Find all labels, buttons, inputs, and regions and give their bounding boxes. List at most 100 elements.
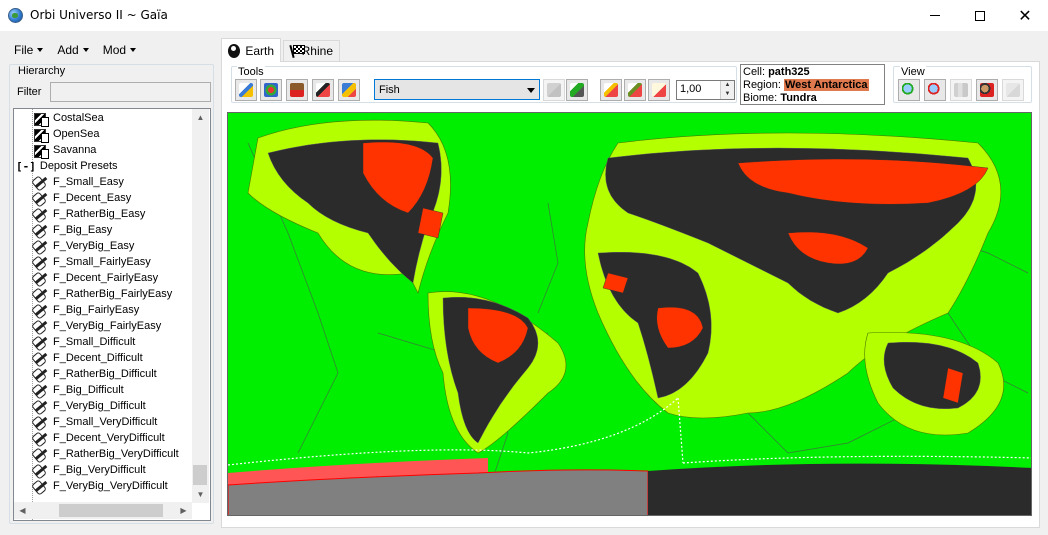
deposit-preset-icon (32, 287, 50, 302)
close-button[interactable]: ✕ (1002, 0, 1048, 31)
tree-vertical-scrollbar[interactable]: ▲ ▼ (192, 109, 209, 503)
view-stats-button[interactable] (950, 79, 972, 101)
cell-label: Cell: (743, 66, 766, 78)
pencil-icon (604, 83, 618, 97)
tree-item-deposit[interactable]: F_Small_VeryDifficult (32, 414, 157, 430)
dropdown-arrow-icon (527, 88, 535, 93)
tree-item-deposit[interactable]: F_RatherBig_FairlyEasy (32, 286, 172, 302)
title-bar: Orbi Universo II ~ Gaïa ✕ (0, 0, 1048, 31)
region-label: Region: (743, 79, 781, 91)
tree-item-label: Savanna (53, 144, 97, 156)
scroll-up-arrow-icon[interactable]: ▲ (196, 113, 205, 122)
deposit-preset-icon (32, 383, 50, 398)
tree-item-deposit[interactable]: F_VeryBig_Easy (32, 238, 134, 254)
tree-item-deposit[interactable]: F_RatherBig_Difficult (32, 366, 157, 382)
tree-item-deposit[interactable]: F_VeryBig_Difficult (32, 398, 146, 414)
view-people-button[interactable] (976, 79, 998, 101)
hierarchy-group (9, 64, 214, 524)
scroll-down-arrow-icon[interactable]: ▼ (196, 490, 205, 499)
add-node-button[interactable] (624, 79, 646, 101)
region-brush-icon (342, 83, 356, 97)
tab-earth-label: Earth (245, 43, 274, 58)
scroll-thumb-horizontal[interactable] (59, 504, 163, 517)
select-tool-button[interactable] (235, 79, 257, 101)
hierarchy-label: Hierarchy (16, 65, 68, 77)
pickaxe-icon (316, 83, 330, 97)
people-icon (980, 83, 994, 97)
tree-item-deposit[interactable]: F_Small_FairlyEasy (32, 254, 151, 270)
world-map-canvas[interactable] (228, 113, 1032, 516)
document-icon (652, 83, 666, 97)
brush-size-spinner[interactable]: 1,00 ▲ ▼ (676, 80, 735, 100)
resource-select[interactable]: Fish (374, 79, 540, 100)
tree-item-deposit[interactable]: F_Big_Easy (32, 222, 112, 238)
hierarchy-tree[interactable]: CostalSea OpenSea Savanna [-] Deposit Preset… (13, 108, 211, 521)
spinner-arrows-icon[interactable]: ▲ ▼ (720, 81, 734, 99)
tree-item-label: F_Small_VeryDifficult (53, 416, 158, 428)
zoom-out-button[interactable] (924, 79, 946, 101)
biome-label: Biome: (743, 92, 778, 104)
scroll-right-arrow-icon[interactable]: ▶ (180, 506, 187, 515)
deposit-preset-icon (32, 175, 50, 190)
tree-item-biome[interactable]: CostalSea (32, 110, 104, 127)
tree-item-deposit[interactable]: F_RatherBig_VeryDifficult (32, 446, 179, 462)
deposit-preset-icon (32, 271, 50, 286)
tree-item-label: F_Decent_Difficult (53, 352, 143, 364)
document-tool-button[interactable] (648, 79, 670, 101)
tree-item-label: F_Decent_FairlyEasy (53, 272, 159, 284)
minimize-button[interactable] (912, 0, 958, 31)
zoom-in-button[interactable] (898, 79, 920, 101)
tree-item-deposit[interactable]: F_Small_Difficult (32, 334, 135, 350)
deposit-preset-icon (32, 351, 50, 366)
region-tool-button[interactable] (338, 79, 360, 101)
tree-item-deposit[interactable]: F_Big_FairlyEasy (32, 302, 139, 318)
tree-item-deposit[interactable]: F_Small_Easy (32, 174, 124, 190)
deposit-preset-icon (32, 319, 50, 334)
tree-item-deposit[interactable]: F_Big_VeryDifficult (32, 462, 146, 478)
scroll-left-arrow-icon[interactable]: ◀ (19, 506, 26, 515)
paint-biome-button[interactable] (260, 79, 282, 101)
world-map[interactable] (227, 112, 1032, 516)
scroll-thumb[interactable] (193, 465, 207, 485)
tab-earth[interactable]: Earth (221, 38, 281, 62)
chevron-down-icon (82, 48, 89, 52)
apply-deposit-button[interactable] (566, 79, 588, 101)
view-group (893, 66, 1032, 103)
tab-rhine-label: Rhine (301, 44, 333, 58)
tree-item-deposit[interactable]: F_Big_Difficult (32, 382, 124, 398)
tools-label: Tools (237, 66, 265, 78)
view-extra-button[interactable] (1002, 79, 1024, 101)
add-deposit-button[interactable] (543, 79, 565, 101)
tree-folder-deposit-presets[interactable]: [-] Deposit Presets (16, 158, 118, 174)
edit-path-button[interactable] (600, 79, 622, 101)
tree-item-deposit[interactable]: F_VeryBig_FairlyEasy (32, 318, 161, 334)
add-deposit-icon (547, 83, 561, 97)
tree-item-deposit[interactable]: F_Decent_VeryDifficult (32, 430, 165, 446)
tree-item-deposit[interactable]: F_VeryBig_VeryDifficult (32, 478, 168, 494)
tree-horizontal-scrollbar[interactable]: ◀ ▶ (14, 502, 192, 519)
tree-item-deposit[interactable]: F_Decent_Easy (32, 190, 131, 206)
collapse-toggle-icon[interactable]: [-] (16, 159, 36, 173)
cell-info-box: Cell: path325 Region: West Antarctica Bi… (740, 64, 885, 105)
tree-item-deposit[interactable]: F_Decent_FairlyEasy (32, 270, 158, 286)
chevron-down-icon (37, 48, 44, 52)
deposit-tool-button[interactable] (312, 79, 334, 101)
menu-add[interactable]: Add (51, 41, 94, 59)
tree-item-label: F_VeryBig_VeryDifficult (53, 480, 168, 492)
menu-mod[interactable]: Mod (97, 41, 142, 59)
terrain-tool-button[interactable] (286, 79, 308, 101)
menu-file[interactable]: File (8, 41, 49, 59)
eraser-icon (1006, 83, 1020, 97)
close-icon: ✕ (1018, 6, 1032, 25)
zoom-in-icon (902, 83, 916, 97)
tree-item-biome[interactable]: OpenSea (32, 126, 99, 143)
tree-item-deposit[interactable]: F_RatherBig_Easy (32, 206, 145, 222)
tree-item-deposit[interactable]: F_Decent_Difficult (32, 350, 143, 366)
tree-item-biome[interactable]: Savanna (32, 142, 97, 159)
tab-rhine[interactable]: Rhine (283, 40, 340, 61)
tree-item-label: F_Decent_VeryDifficult (53, 432, 165, 444)
filter-input[interactable] (50, 82, 211, 102)
tree-item-label: CostalSea (53, 112, 104, 124)
tree-item-label: F_Big_Difficult (53, 384, 124, 396)
maximize-button[interactable] (957, 0, 1003, 31)
